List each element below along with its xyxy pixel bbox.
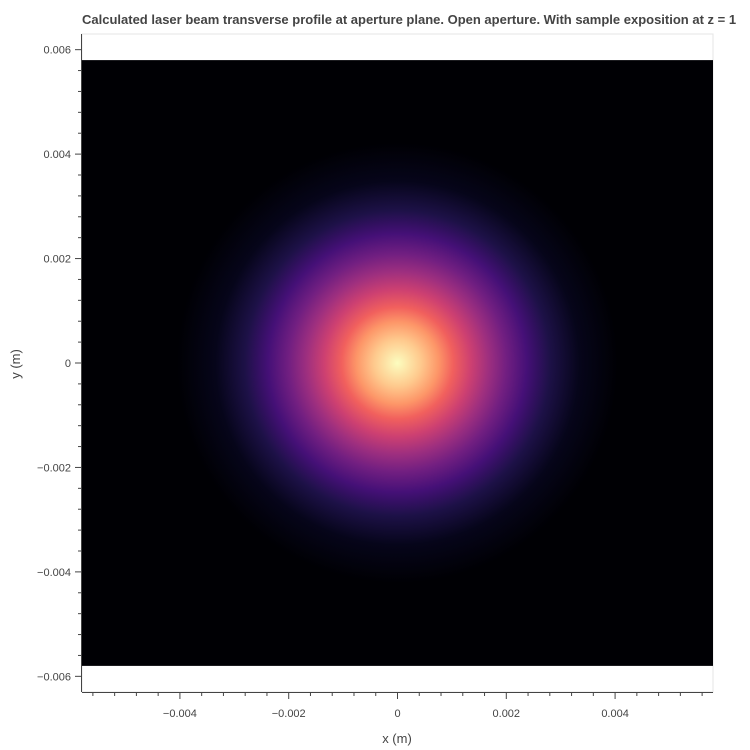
y-minor-ticks xyxy=(78,70,82,656)
y-tick-labels: 0.006 0.004 0.002 0 −0.002 −0.004 −0.006 xyxy=(37,45,71,684)
y-tick-label: −0.006 xyxy=(37,671,71,683)
x-tick-label: 0 xyxy=(394,708,400,720)
y-tick-label: −0.002 xyxy=(37,462,71,474)
heatmap-image xyxy=(82,60,713,666)
x-tick-label: −0.002 xyxy=(272,708,306,720)
x-axis: −0.004 −0.002 0 0.002 0.004 xyxy=(82,692,713,720)
x-major-ticks xyxy=(179,692,616,699)
y-axis: 0.006 0.004 0.002 0 −0.002 −0.004 −0.006 xyxy=(37,34,82,692)
chart-title: Calculated laser beam transverse profile… xyxy=(82,12,736,27)
y-tick-label: −0.004 xyxy=(37,567,71,579)
y-major-ticks xyxy=(75,49,82,677)
x-axis-label: x (m) xyxy=(382,731,412,746)
y-tick-label: 0.002 xyxy=(43,254,71,266)
plot-area xyxy=(81,33,714,693)
y-tick-label: 0.004 xyxy=(43,149,71,161)
y-axis-label: y (m) xyxy=(8,349,23,379)
x-tick-label: −0.004 xyxy=(163,708,197,720)
x-minor-ticks xyxy=(92,692,703,696)
y-tick-label: 0 xyxy=(65,358,71,370)
x-tick-labels: −0.004 −0.002 0 0.002 0.004 xyxy=(163,708,629,720)
y-tick-label: 0.006 xyxy=(43,45,71,57)
x-tick-label: 0.002 xyxy=(493,708,521,720)
x-tick-label: 0.004 xyxy=(601,708,629,720)
